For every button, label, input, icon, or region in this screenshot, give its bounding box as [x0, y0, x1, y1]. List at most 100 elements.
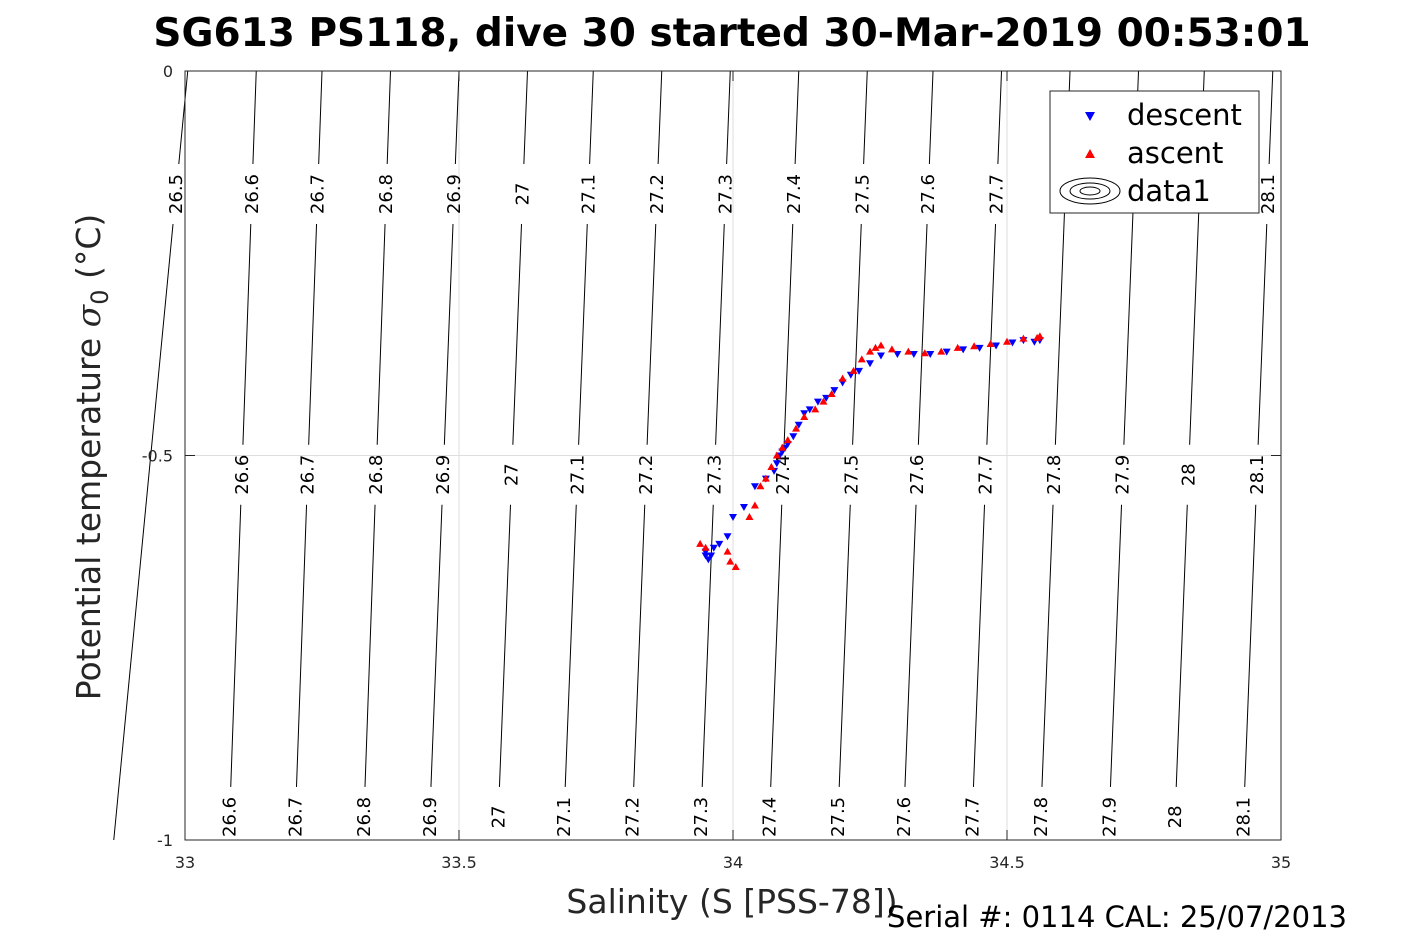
- contour-label: 26.6: [242, 174, 263, 214]
- descent-point: [866, 360, 874, 368]
- contour-line-26.8: [376, 224, 386, 445]
- contour-label: 27.6: [907, 455, 928, 495]
- contour-label: 27.5: [828, 797, 849, 837]
- contour-line-28: [1175, 504, 1188, 787]
- contour-label: 26.9: [420, 797, 441, 837]
- contour-line-28.1: [1244, 504, 1257, 787]
- contour-line-28.1: [1268, 70, 1274, 165]
- contour-label: 27.1: [554, 797, 575, 837]
- contour-line-27.4: [783, 224, 794, 445]
- legend: descent ascent data1: [1049, 90, 1260, 214]
- contour-line-27: [523, 70, 528, 165]
- descent-point: [709, 544, 718, 552]
- y-tick-label: 0: [163, 62, 173, 81]
- ascent-point: [745, 513, 754, 521]
- contour-line-27.6: [904, 504, 917, 787]
- contour-label: 27.2: [636, 455, 657, 495]
- contour-line-27.2: [657, 70, 663, 165]
- y-axis-label-main: Potential temperature: [69, 327, 108, 700]
- descent-point: [715, 540, 724, 548]
- legend-data1-label: data1: [1127, 174, 1211, 208]
- ascent-point: [783, 436, 792, 444]
- contour-line-27.9: [1109, 504, 1123, 787]
- ascent-point: [811, 405, 820, 413]
- contour-label: 26.6: [232, 455, 253, 495]
- y-axis-label: Potential temperature σ0 (°C): [69, 214, 114, 701]
- legend-descent-label: descent: [1127, 98, 1242, 132]
- contour-line-26.8: [364, 504, 376, 787]
- descent-point: [992, 342, 1001, 350]
- ascent-point: [1003, 337, 1011, 345]
- contour-label: 27.5: [852, 174, 873, 214]
- ascent-point: [986, 339, 995, 347]
- ascent-point: [1035, 332, 1044, 340]
- x-tick-label: 35: [1271, 853, 1291, 872]
- contour-label: 27.6: [918, 174, 939, 214]
- contour-line-26.5: [178, 70, 189, 165]
- ascent-point: [792, 424, 801, 432]
- contour-line-26.9: [454, 70, 460, 165]
- contour-label: 27.1: [578, 174, 599, 214]
- ascent-point: [849, 366, 858, 374]
- contour-label: 27: [488, 805, 509, 828]
- series-ascent: [696, 332, 1044, 571]
- contour-label: 27.6: [894, 797, 915, 837]
- contour-label: 27.8: [1044, 455, 1065, 495]
- descent-point: [805, 406, 814, 414]
- ascent-point: [871, 343, 880, 351]
- ascent-point: [970, 342, 979, 350]
- contour-label: 27.2: [623, 797, 644, 837]
- descent-point: [975, 344, 984, 352]
- descent-point: [739, 504, 748, 512]
- contour-line-28.1: [1257, 224, 1268, 445]
- ascent-point: [953, 343, 962, 351]
- contour-label: 26.7: [285, 797, 306, 837]
- ascent-point: [696, 539, 705, 547]
- contour-line-26.8: [386, 70, 391, 165]
- series-descent: [701, 337, 1044, 564]
- descent-point: [794, 421, 803, 429]
- ascent-point: [838, 374, 847, 382]
- contour-label: 27.3: [704, 455, 725, 495]
- contour-line-26.6: [242, 224, 252, 445]
- contour-label: 26.9: [433, 455, 454, 495]
- contour-label: 28.1: [1258, 174, 1279, 214]
- contour-line-27.3: [701, 504, 714, 787]
- ascent-point: [827, 389, 836, 397]
- descent-point: [855, 367, 864, 375]
- x-tick-label: 34: [723, 853, 743, 872]
- contour-label: 27.1: [567, 455, 588, 495]
- ascent-point: [866, 347, 874, 355]
- legend-box: [1049, 90, 1260, 214]
- descent-point: [707, 552, 716, 560]
- descent-point: [750, 483, 759, 491]
- contour-line-27.4: [770, 504, 783, 787]
- contour-line-27.7: [997, 70, 1003, 165]
- contour-line-27.2: [646, 224, 657, 445]
- y-tick-label: -0.5: [142, 447, 173, 466]
- contour-label: 27.3: [715, 174, 736, 214]
- ascent-point: [876, 341, 885, 349]
- ascent-point: [750, 501, 759, 509]
- contour-label: 27.9: [1113, 455, 1134, 495]
- descent-point: [876, 352, 885, 360]
- contour-label: 27.7: [962, 797, 983, 837]
- ascent-point: [937, 347, 946, 355]
- ascent-point: [1019, 334, 1028, 342]
- legend-descent-marker: [1085, 112, 1095, 121]
- contour-label: 26.8: [376, 174, 397, 214]
- contour-line-27.4: [794, 70, 800, 165]
- contour-label: 27: [502, 463, 523, 486]
- x-tick-label: 34.5: [989, 853, 1025, 872]
- y-axis-label-unit: (°C): [69, 214, 108, 290]
- contour-label: 27.7: [976, 455, 997, 495]
- ascent-point: [761, 474, 770, 482]
- ascent-point: [857, 355, 866, 363]
- x-tick-label: 33.5: [441, 853, 477, 872]
- contour-line-27.1: [564, 504, 577, 787]
- contour-line-26.9: [443, 224, 454, 445]
- legend-ascent-label: ascent: [1127, 136, 1223, 170]
- x-tick-label: 33: [175, 853, 195, 872]
- descent-point: [942, 348, 951, 356]
- ascent-point: [920, 349, 929, 357]
